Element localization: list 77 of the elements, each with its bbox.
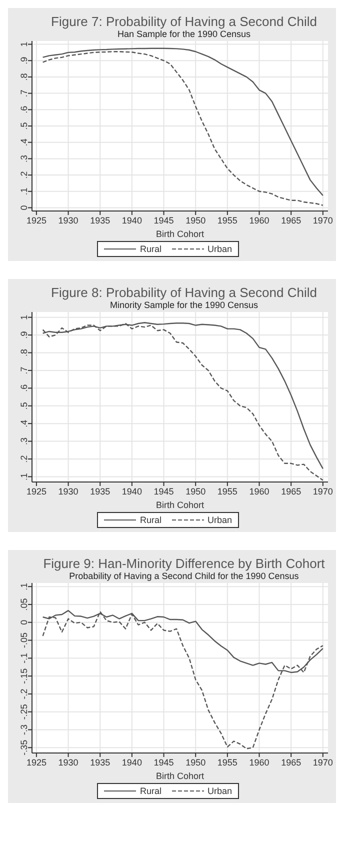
x-tick-label: 1970 xyxy=(312,215,333,226)
x-tick-label: 1950 xyxy=(186,757,206,768)
line-series xyxy=(42,611,324,750)
x-tick-label: 1940 xyxy=(122,486,142,496)
chart-title: Figure 9: Han-Minority Difference by Birth Cohort xyxy=(42,556,326,571)
legend-label: Urban xyxy=(206,786,232,796)
chart-subtitle: Han Sample for the 1990 Census xyxy=(116,29,252,39)
y-tick-label: -.1 xyxy=(19,652,30,664)
y-tick-label: -.15 xyxy=(19,668,30,684)
y-tick-label: -.05 xyxy=(19,632,30,648)
y-tick-label: .1 xyxy=(19,582,30,590)
x-tick-label: 1945 xyxy=(154,757,174,768)
x-tick-label: 1965 xyxy=(281,757,302,768)
y-tick-label: .3 xyxy=(19,154,30,162)
x-tick-label: 1925 xyxy=(26,486,46,496)
y-tick-label: .7 xyxy=(19,366,30,374)
x-tick-label: 1930 xyxy=(58,215,78,226)
x-tick-label: 1935 xyxy=(90,486,110,496)
y-tick-label: .6 xyxy=(19,384,30,392)
x-tick-label: 1935 xyxy=(90,215,110,226)
x-tick-label: 1970 xyxy=(312,486,333,496)
x-tick-label: 1940 xyxy=(122,757,142,768)
y-tick-label: .1 xyxy=(19,472,30,480)
x-tick-label: 1945 xyxy=(154,486,174,496)
x-tick-label: 1950 xyxy=(186,215,206,226)
y-tick-label: .5 xyxy=(19,122,30,130)
x-tick-label: 1925 xyxy=(26,215,46,226)
x-tick-label: 1955 xyxy=(217,486,238,496)
legend-label: Rural xyxy=(138,244,162,254)
y-tick-label: -.35 xyxy=(19,740,30,756)
y-tick-label: .7 xyxy=(19,90,30,98)
y-tick-label: .9 xyxy=(19,56,30,64)
x-tick-label: 1965 xyxy=(281,215,302,226)
y-tick-label: .9 xyxy=(19,331,30,339)
y-tick-label: .3 xyxy=(19,438,30,446)
legend-label: Urban xyxy=(206,244,232,254)
x-tick-label: 1960 xyxy=(249,215,270,226)
x-tick-label: 1965 xyxy=(281,486,302,496)
x-tick-label: 1950 xyxy=(186,486,206,496)
x-axis-title: Birth Cohort xyxy=(156,500,205,510)
y-tick-label: -.2 xyxy=(19,688,30,700)
y-tick-label: .8 xyxy=(19,348,30,356)
y-tick-label: 1 xyxy=(19,314,30,320)
x-axis-title: Birth Cohort xyxy=(156,229,205,239)
chart-title: Figure 8: Probability of Having a Second Child xyxy=(50,285,318,300)
y-tick-label: .05 xyxy=(19,598,30,611)
x-tick-label: 1945 xyxy=(154,215,174,226)
x-axis-title: Birth Cohort xyxy=(156,771,205,781)
x-tick-label: 1960 xyxy=(249,486,270,496)
y-tick-label: .4 xyxy=(19,138,30,146)
legend-label: Urban xyxy=(206,515,232,525)
y-tick-label: -.25 xyxy=(19,704,30,720)
y-tick-label: .6 xyxy=(19,106,30,114)
y-tick-label: .5 xyxy=(19,402,30,410)
y-tick-label: -.3 xyxy=(19,724,30,735)
chart-subtitle: Minority Sample for the 1990 Census xyxy=(108,300,260,310)
x-tick-label: 1935 xyxy=(90,757,110,768)
legend-label: Rural xyxy=(138,786,162,796)
y-tick-label: .1 xyxy=(19,188,30,196)
chart-title: Figure 7: Probability of Having a Second Child xyxy=(50,14,318,29)
y-tick-label: .2 xyxy=(19,455,30,463)
x-tick-label: 1940 xyxy=(122,215,142,226)
y-tick-label: 0 xyxy=(19,620,30,625)
x-tick-label: 1930 xyxy=(58,757,78,768)
x-tick-label: 1930 xyxy=(58,486,78,496)
x-tick-label: 1960 xyxy=(249,757,270,768)
y-tick-label: .4 xyxy=(19,420,30,428)
y-tick-label: 0 xyxy=(19,205,30,210)
y-tick-label: .8 xyxy=(19,73,30,81)
y-tick-label: .2 xyxy=(19,171,30,179)
x-tick-label: 1955 xyxy=(217,215,238,226)
chart-subtitle: Probability of Having a Second Child for the 1990 Census xyxy=(68,571,300,581)
x-tick-label: 1955 xyxy=(217,757,238,768)
x-tick-label: 1970 xyxy=(312,757,333,768)
y-tick-label: 1 xyxy=(19,42,30,47)
x-tick-label: 1925 xyxy=(26,757,46,768)
legend-label: Rural xyxy=(138,515,162,525)
